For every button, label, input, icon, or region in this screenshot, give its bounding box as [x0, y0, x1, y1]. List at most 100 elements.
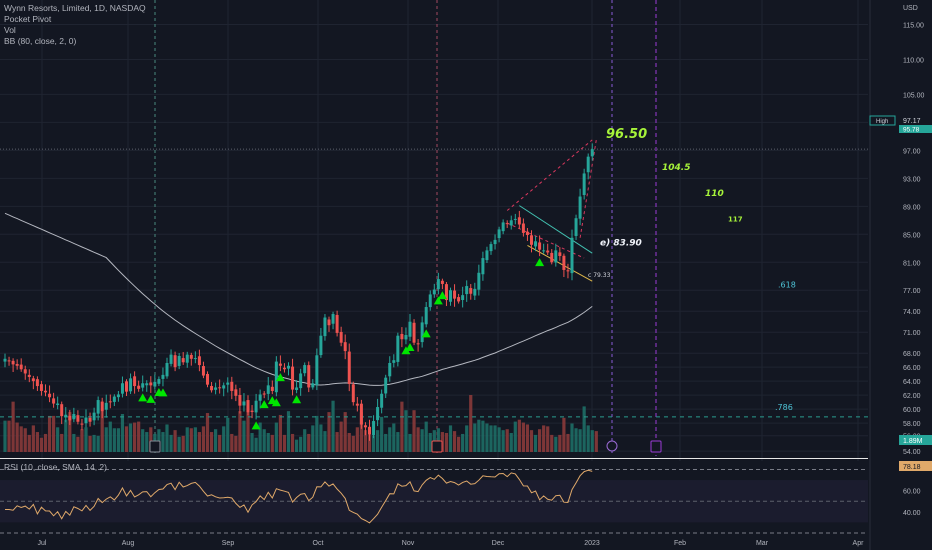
volume-bar	[80, 429, 84, 452]
price-tick-label: 110.00	[903, 57, 924, 64]
volume-bar	[116, 428, 120, 452]
candle-body	[424, 307, 428, 325]
volume-bar	[323, 431, 327, 452]
candle-body	[56, 403, 60, 405]
earnings-marker	[149, 440, 161, 453]
volume-bar	[84, 427, 88, 452]
volume-bar	[465, 425, 469, 452]
volume-bar	[367, 433, 372, 452]
candle-body	[169, 354, 173, 364]
candle-body	[550, 252, 554, 263]
volume-bar	[315, 415, 319, 452]
volume-bar	[335, 432, 339, 452]
candle-body	[412, 322, 416, 343]
volume-bar	[254, 437, 258, 452]
price-tick-label: 77.00	[903, 288, 921, 295]
level-c-label: c 79.33	[588, 272, 611, 279]
volume-bar	[149, 427, 153, 452]
time-tick-label: Oct	[313, 540, 324, 547]
candle-body	[323, 317, 327, 337]
candle-body	[218, 387, 222, 389]
candle-body	[96, 400, 100, 414]
volume-bar	[52, 415, 56, 452]
price-tick-label: 54.00	[903, 449, 921, 456]
target-2-label: 110	[705, 189, 724, 199]
time-tick-label: Apr	[853, 540, 865, 547]
pocket-pivot-triangle	[259, 400, 269, 409]
volume-bar	[513, 421, 517, 452]
price-tick-label: 62.00	[903, 393, 921, 400]
candle-body	[525, 231, 529, 235]
candle-body	[404, 335, 408, 340]
volume-bar	[331, 400, 335, 452]
candle-body	[453, 290, 457, 299]
volume-bar	[396, 432, 400, 452]
volume-label: 1.89M	[903, 438, 923, 445]
candle-body	[278, 363, 282, 366]
time-tick-label: Feb	[674, 540, 686, 547]
price-tick-label: 60.00	[903, 407, 921, 414]
candle-body	[157, 379, 161, 384]
candle-body	[222, 385, 226, 389]
candle-body	[331, 314, 335, 324]
candle-body	[590, 149, 594, 157]
volume-bar	[201, 426, 206, 452]
volume-bar	[307, 433, 311, 452]
candle-body	[137, 385, 141, 389]
pocket-pivot-signals	[138, 258, 545, 430]
volume-bar	[355, 427, 359, 452]
bb-label: 95.78	[903, 127, 920, 134]
candle-body	[574, 218, 578, 236]
candle-body	[11, 360, 15, 365]
candle-body	[347, 351, 351, 384]
candle-body	[173, 355, 177, 368]
candle-body	[100, 401, 104, 412]
volume-bar	[92, 434, 96, 452]
candle-body	[372, 421, 376, 436]
volume-bar	[295, 439, 299, 452]
volume-bar	[533, 434, 538, 452]
volume-bar	[96, 435, 100, 452]
candle-body	[116, 394, 120, 398]
candle-body	[586, 156, 590, 173]
pocket-pivot-triangle	[421, 329, 431, 338]
volume-bar	[72, 433, 76, 452]
candle-body	[319, 335, 323, 356]
candle-body	[141, 383, 145, 388]
price-tick-label: 89.00	[903, 204, 921, 211]
candle-body	[546, 250, 550, 253]
volume-bar	[538, 429, 542, 452]
volume-bar	[108, 421, 112, 452]
volume-bar	[218, 434, 222, 452]
candle-body	[355, 403, 359, 406]
bb-line	[4, 212, 593, 386]
high-tag-label: High	[876, 119, 888, 125]
volume-bar	[11, 401, 15, 452]
candle-body	[108, 401, 112, 403]
candle-body	[457, 297, 461, 302]
volume-bar	[88, 435, 92, 452]
candle-body	[436, 279, 440, 290]
price-tick-label: 97.00	[903, 148, 921, 155]
candle-body	[125, 381, 128, 392]
volume-bar	[120, 414, 125, 452]
volume-bar	[339, 421, 343, 452]
volume-bar	[270, 434, 274, 452]
candle-body	[307, 365, 311, 388]
volume-bar	[327, 412, 331, 452]
price-tick-label: 105.00	[903, 92, 925, 99]
rsi-line	[5, 469, 593, 524]
candle-body	[242, 401, 246, 406]
candle-body	[60, 404, 64, 417]
candle-body	[266, 385, 270, 394]
candle-body	[578, 196, 582, 219]
candle-body	[112, 396, 116, 402]
pocket-pivot-triangle	[158, 388, 168, 397]
volume-bar	[137, 421, 141, 452]
pocket-pivot-triangle	[271, 398, 281, 407]
candle-body	[153, 381, 157, 387]
volume-bar	[209, 432, 214, 452]
candle-body	[210, 385, 214, 391]
